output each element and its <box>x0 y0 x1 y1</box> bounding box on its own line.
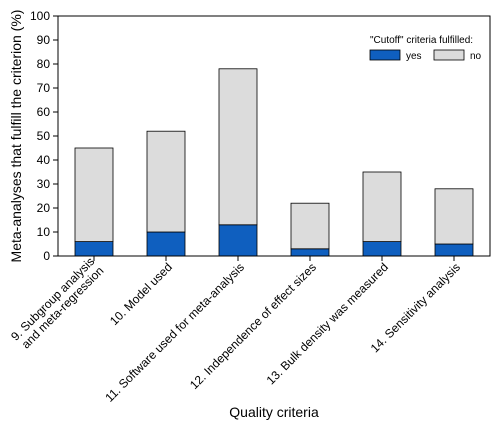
y-tick-label: 80 <box>37 57 51 71</box>
y-tick-label: 30 <box>37 177 51 191</box>
bar-segment-yes <box>218 224 258 257</box>
legend-items: yes no <box>369 49 482 62</box>
legend-title: "Cutoff" criteria fulfilled: <box>370 35 473 46</box>
y-axis-label: Meta-analyses that fulfill the criterion… <box>8 10 24 263</box>
bar-segment-yes <box>146 231 186 257</box>
bar-segment-yes <box>74 241 114 257</box>
x-tick-label-line: and meta-regression <box>19 264 107 352</box>
legend-swatch-no <box>433 49 465 61</box>
x-tick-label: 10. Model used <box>107 260 175 328</box>
legend: "Cutoff" criteria fulfilled: yes no <box>369 35 482 62</box>
bar-segment-no <box>74 147 114 242</box>
legend-label-no: no <box>470 51 482 62</box>
x-tick-label: 11. Software used for meta-analysis <box>102 260 247 405</box>
y-tick-label: 10 <box>37 225 51 239</box>
x-tick-label: 12. Independence of effect sizes <box>187 260 319 392</box>
y-tick-label: 50 <box>37 129 51 143</box>
y-tick-label: 20 <box>37 201 51 215</box>
x-axis: 9. Subgroup analysisand meta-regression 1… <box>8 254 463 404</box>
legend-label-yes: yes <box>406 51 422 62</box>
x-tick-label-line: 13. Bulk density was measured <box>264 260 391 387</box>
y-tick-label: 70 <box>37 81 51 95</box>
x-tick-label: 13. Bulk density was measured <box>264 260 391 387</box>
bar-segment-yes <box>290 248 330 257</box>
y-tick-label: 40 <box>37 153 51 167</box>
y-tick-label: 0 <box>43 249 50 263</box>
y-tick-label: 90 <box>37 33 51 47</box>
x-tick-label-line: 12. Independence of effect sizes <box>187 260 319 392</box>
bar-segment-yes <box>434 243 474 257</box>
bar-segment-no <box>290 202 330 250</box>
x-tick-label: 9. Subgroup analysisand meta-regression <box>8 254 106 352</box>
bar-segment-no <box>146 130 186 233</box>
y-tick-label: 60 <box>37 105 51 119</box>
y-axis: 0 10 20 30 40 50 60 70 80 90 100 <box>30 9 58 263</box>
plot-frame <box>57 15 491 257</box>
x-tick-label-line: 11. Software used for meta-analysis <box>102 260 247 405</box>
bar-segment-yes <box>362 241 402 257</box>
y-tick-label: 100 <box>30 9 50 23</box>
legend-swatch-yes <box>369 49 401 61</box>
bar-segment-no <box>362 171 402 242</box>
bar-segment-no <box>434 188 474 245</box>
bars-layer <box>74 68 474 257</box>
x-tick-label-line: 9. Subgroup analysis <box>8 254 97 343</box>
x-axis-label: Quality criteria <box>229 404 319 420</box>
bar-segment-no <box>218 68 258 226</box>
x-tick-label-line: 10. Model used <box>107 260 175 328</box>
